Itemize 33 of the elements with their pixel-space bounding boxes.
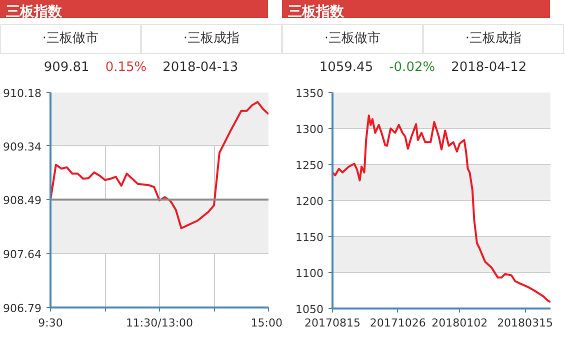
text: -0.02% <box>389 60 436 75</box>
x-tick-label: 9:30 <box>38 316 63 330</box>
y-tick-label: 1200 <box>296 195 324 208</box>
y-tick-label: 1150 <box>296 231 324 244</box>
y-tick-label: 1350 <box>296 87 324 100</box>
x-tick-label: 15:00 <box>250 316 283 330</box>
line-series <box>332 114 550 304</box>
text: ·三板做市 <box>0 24 141 54</box>
y-tick-label: 1100 <box>296 267 324 280</box>
y-tick-label: 1050 <box>296 303 324 316</box>
y-tick-label: 906.79 <box>3 302 42 315</box>
y-tick-label: 908.49 <box>3 194 42 208</box>
y-tick-label: 1250 <box>296 159 324 172</box>
chart-title: 三板指数 <box>282 0 550 20</box>
y-tick-label: 1300 <box>296 123 324 136</box>
chart-title: 三板指数 <box>0 0 268 20</box>
text: 0.15% <box>105 60 147 75</box>
x-tick-label: 20170815 <box>304 316 361 330</box>
x-tick-label: 11:30/13:00 <box>126 316 194 330</box>
text: ·三板成指 <box>423 24 564 54</box>
x-tick-label: 20180102 <box>432 316 488 330</box>
text: ·三板做市 <box>282 24 423 54</box>
text: 2018-04-12 <box>451 60 527 75</box>
x-tick-label: 20171026 <box>370 316 426 330</box>
text: 909.81 <box>44 60 90 75</box>
text: 1059.45 <box>319 60 374 75</box>
line-series <box>50 101 268 230</box>
text: 2018-04-13 <box>162 60 238 75</box>
y-tick-label: 910.18 <box>3 87 42 100</box>
text: ·三板成指 <box>141 24 282 54</box>
y-tick-label: 909.34 <box>3 140 42 154</box>
x-tick-label: 20180315 <box>497 316 554 330</box>
y-tick-label: 907.64 <box>3 248 42 262</box>
